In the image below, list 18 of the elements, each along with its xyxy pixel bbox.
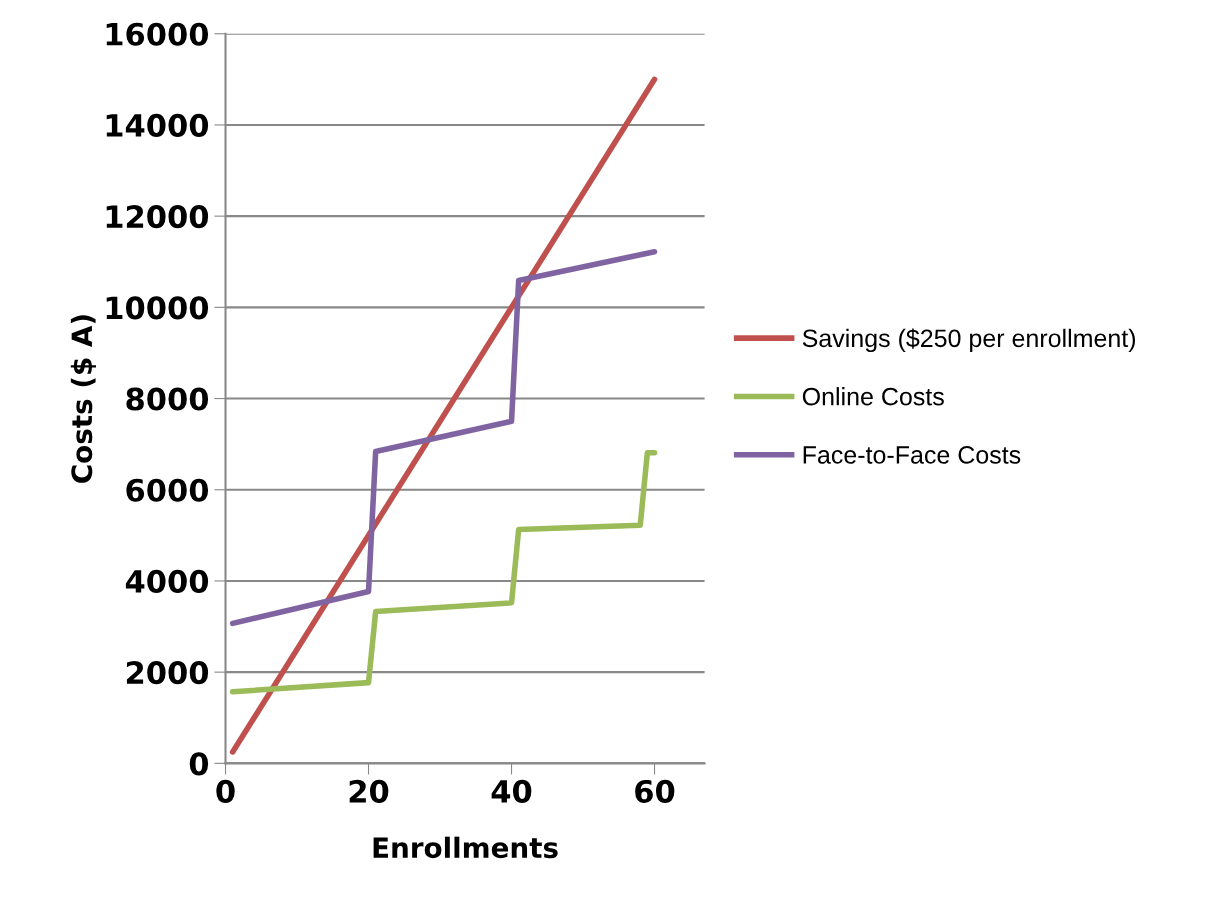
x-tick-label: 0 bbox=[216, 779, 235, 803]
y-tick-label: 14000 bbox=[106, 113, 209, 137]
legend-label: Savings ($250 per enrollment) bbox=[802, 328, 1136, 353]
y-tick-label: 0 bbox=[189, 752, 209, 776]
y-tick-label: 10000 bbox=[106, 296, 209, 320]
y-tick-label: 2000 bbox=[126, 661, 209, 685]
x-tick-label: 60 bbox=[635, 779, 675, 803]
y-tick-label: 12000 bbox=[106, 205, 209, 229]
legend-label: Online Costs bbox=[802, 387, 944, 406]
x-tick-label: 20 bbox=[349, 779, 389, 803]
x-tick-label: 40 bbox=[491, 779, 532, 803]
y-tick-label: 6000 bbox=[126, 478, 209, 502]
y-tick-label: 8000 bbox=[126, 387, 209, 411]
y-tick-label: 16000 bbox=[106, 22, 209, 46]
y-tick-label: 4000 bbox=[125, 569, 209, 593]
y-axis-title: Costs ($ A) bbox=[70, 315, 96, 483]
x-axis-title: Enrollments bbox=[373, 836, 558, 859]
legend-label: Face-to-Face Costs bbox=[803, 446, 1021, 464]
